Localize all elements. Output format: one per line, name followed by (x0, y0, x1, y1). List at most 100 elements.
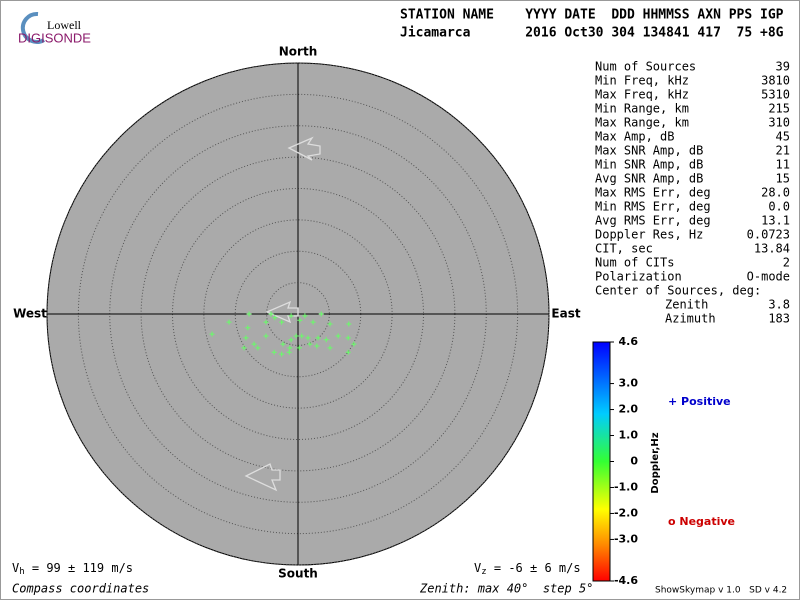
center-label: Azimuth (665, 312, 716, 326)
vz-text: = -6 ± 6 m/s (487, 561, 581, 575)
stat-value: 310 (768, 116, 790, 130)
drift-arrows (244, 136, 321, 492)
colorbar-tick-label: 2.0 (619, 403, 639, 416)
legend-negative: o Negative (668, 515, 735, 528)
logo-line1: Lowell (47, 18, 82, 32)
colorbar-tick-label: 4.6 (619, 335, 639, 348)
source-point (226, 319, 232, 325)
stat-label: Num of CITs (595, 256, 674, 270)
stat-value: 21 (776, 144, 790, 158)
stat-label: Avg SNR Amp, dB (595, 172, 703, 186)
source-point (314, 343, 320, 349)
colorbar-tick-label: -2.0 (614, 506, 638, 519)
stat-label: Min Range, km (595, 102, 689, 116)
source-point (345, 349, 351, 355)
stat-value: 215 (768, 102, 790, 116)
stat-value: 5310 (761, 88, 790, 102)
stat-value: 2 (783, 256, 790, 270)
source-point (255, 345, 261, 351)
vh-symbol: V (12, 561, 19, 575)
source-point (315, 335, 321, 341)
stat-label: Max SNR Amp, dB (595, 144, 703, 158)
colorbar-tick-label: 0 (630, 455, 638, 468)
stat-label: CIT, sec (595, 242, 653, 256)
vh-sub: h (19, 567, 24, 577)
vh-text: = 99 ± 119 m/s (25, 561, 133, 575)
source-point (307, 341, 313, 347)
source-point (268, 311, 274, 317)
logo-swirl (20, 11, 46, 44)
footer: ShowSkymap v 1.0 SD v 4.2 (655, 586, 787, 596)
stat-label: Max Freq, kHz (595, 88, 689, 102)
source-point (297, 317, 303, 323)
stat-label: Min RMS Err, deg (595, 200, 711, 214)
stat-value: 0.0 (768, 200, 790, 214)
stat-value: 0.0723 (747, 228, 790, 242)
east-label: East (551, 307, 580, 321)
source-point (271, 349, 277, 355)
source-point (245, 325, 251, 331)
stat-value: 15 (776, 172, 790, 186)
legend-positive: + Positive (668, 395, 731, 408)
source-point (286, 349, 292, 355)
colorbar-tick-label: -3.0 (614, 532, 638, 545)
stat-label: Min SNR Amp, dB (595, 158, 703, 172)
zenith-note: Zenith: max 40° step 5° (419, 582, 593, 596)
header-values: Jicamarca 2016 Oct30 304 134841 417 75 +… (400, 26, 784, 41)
stat-value: 11 (776, 158, 790, 172)
source-point (351, 341, 357, 347)
source-point (335, 333, 341, 339)
source-point (318, 311, 324, 317)
source-point (346, 321, 352, 327)
source-point (305, 335, 311, 341)
stat-value: 13.1 (761, 214, 790, 228)
colorbar (592, 341, 611, 582)
center-label: Zenith (665, 298, 708, 312)
stat-value: O-mode (747, 270, 790, 284)
stat-label: Min Freq, kHz (595, 74, 689, 88)
source-point (327, 321, 333, 327)
vh: Vh = 99 ± 119 m/s (12, 561, 133, 577)
source-point (296, 345, 302, 351)
source-point (246, 311, 252, 317)
source-point (288, 337, 294, 343)
colorbar-tick-label: 1.0 (619, 429, 639, 442)
stat-value: 39 (776, 60, 790, 74)
source-point (251, 341, 257, 347)
stat-value: 45 (776, 130, 790, 144)
logo-line2: DIGISONDE (18, 30, 91, 45)
stat-value: 13.84 (754, 242, 790, 256)
south-label: South (278, 567, 318, 581)
center-value: 183 (768, 312, 790, 326)
stat-value: 28.0 (761, 186, 790, 200)
source-point (287, 345, 293, 351)
source-point (310, 319, 316, 325)
source-point (327, 345, 333, 351)
source-point (263, 333, 269, 339)
stat-label: Doppler Res, Hz (595, 228, 703, 242)
stat-label: Max RMS Err, deg (595, 186, 711, 200)
colorbar-label: Doppler,Hz (650, 432, 661, 493)
colorbar-tick-label: -1.0 (614, 480, 638, 493)
stat-label: Num of Sources (595, 60, 696, 74)
source-point (272, 315, 278, 321)
source-point (299, 333, 305, 339)
source-point (288, 313, 294, 319)
vz-sub: z (481, 567, 486, 577)
stat-value: 3810 (761, 74, 790, 88)
center-value: 3.8 (768, 298, 790, 312)
source-point (263, 319, 269, 325)
west-label: West (13, 307, 47, 321)
source-point (293, 333, 299, 339)
vz-symbol: V (474, 561, 481, 575)
source-point (323, 337, 329, 343)
source-point (345, 335, 351, 341)
arrow (265, 300, 299, 324)
colorbar-tick-label: 3.0 (619, 377, 639, 390)
source-point (280, 341, 286, 347)
source-point (302, 313, 308, 319)
center-title: Center of Sources, deg: (595, 284, 761, 298)
stat-label: Max Range, km (595, 116, 689, 130)
arrow (244, 463, 281, 492)
